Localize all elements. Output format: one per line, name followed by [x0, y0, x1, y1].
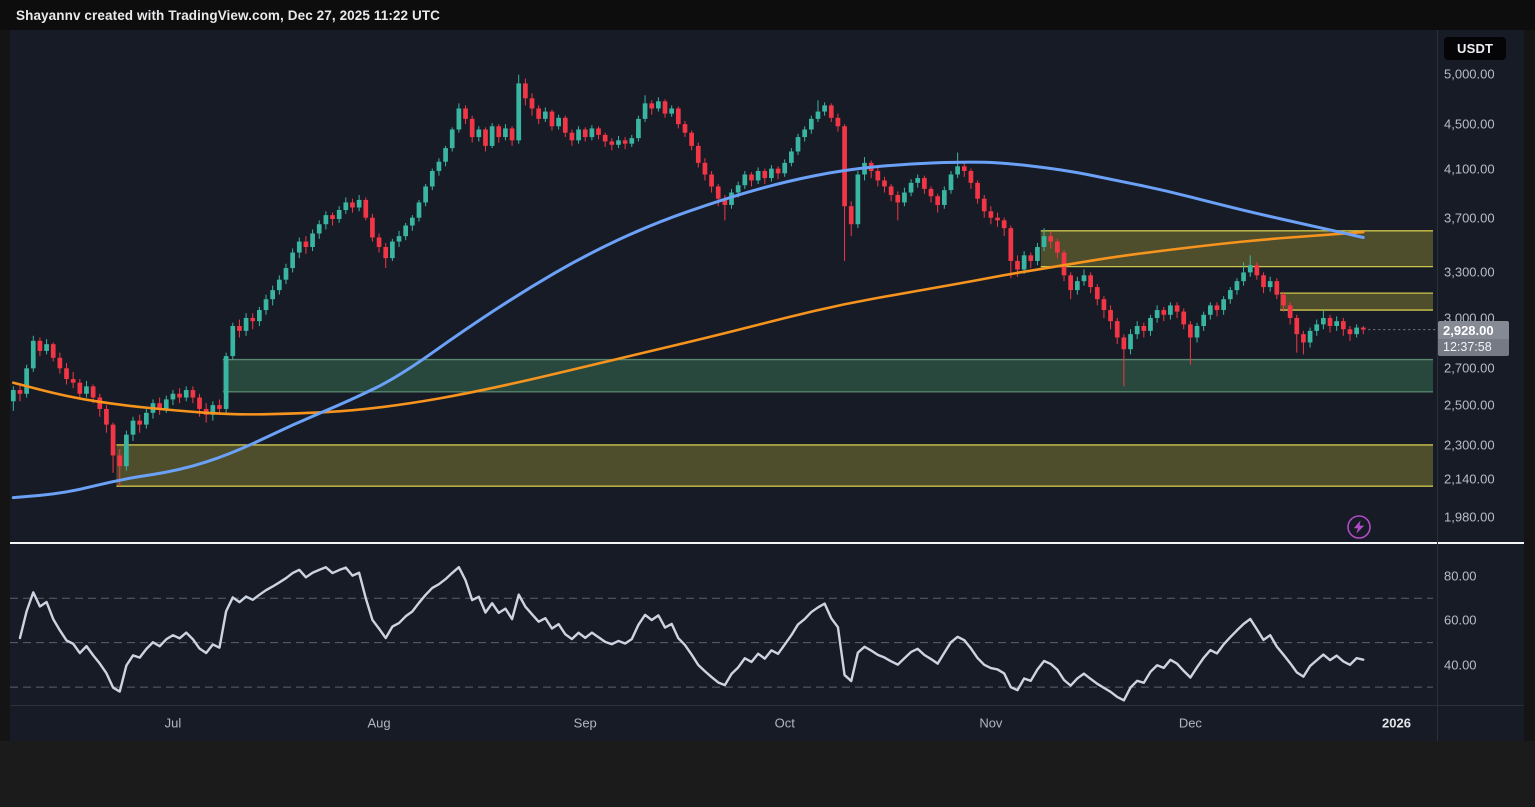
last-price-value: 2,928.00	[1438, 320, 1509, 339]
price-tick-label: 4,500.00	[1444, 116, 1495, 132]
attribution-text: Shayannv created with TradingView.com, D…	[16, 8, 441, 23]
time-axis-border	[10, 705, 1524, 706]
time-axis[interactable]	[10, 706, 1437, 741]
price-tick-label: 4,100.00	[1444, 161, 1495, 177]
rsi-pane[interactable]	[10, 546, 1437, 704]
last-price-label: 2,928.00 12:37:58	[1438, 320, 1509, 356]
time-tick-year-label: 2026	[1382, 715, 1411, 731]
time-tick-label: Sep	[573, 715, 597, 731]
price-axis-border	[1437, 30, 1438, 741]
price-pane[interactable]	[10, 30, 1437, 542]
time-tick-label: Dec	[1178, 715, 1202, 731]
rsi-tick-label: 80.00	[1444, 568, 1477, 584]
price-tick-label: 2,300.00	[1444, 437, 1495, 453]
time-tick-label: Aug	[367, 715, 391, 731]
lightning-icon	[1347, 515, 1371, 539]
rsi-tick-label: 60.00	[1444, 612, 1477, 628]
price-tick-label: 2,500.00	[1444, 397, 1495, 413]
price-tick-label: 5,000.00	[1444, 66, 1495, 82]
price-tick-label: 3,700.00	[1444, 210, 1495, 226]
footer-bar: TradingView	[0, 741, 1535, 807]
pane-separator[interactable]	[10, 542, 1524, 544]
symbol-currency-badge: USDT	[1444, 37, 1507, 60]
price-tick-label: 3,300.00	[1444, 264, 1495, 280]
rsi-tick-label: 40.00	[1444, 657, 1477, 673]
time-tick-label: Jul	[164, 715, 182, 731]
price-tick-label: 2,700.00	[1444, 360, 1495, 376]
time-tick-label: Oct	[774, 715, 795, 731]
attribution-bar: Shayannv created with TradingView.com, D…	[0, 0, 1535, 30]
price-tick-label: 1,980.00	[1444, 509, 1495, 525]
price-tick-label: 2,140.00	[1444, 471, 1495, 487]
boost-lightning-button[interactable]	[1346, 514, 1372, 540]
bar-close-countdown: 12:37:58	[1438, 338, 1509, 356]
time-tick-label: Nov	[979, 715, 1003, 731]
